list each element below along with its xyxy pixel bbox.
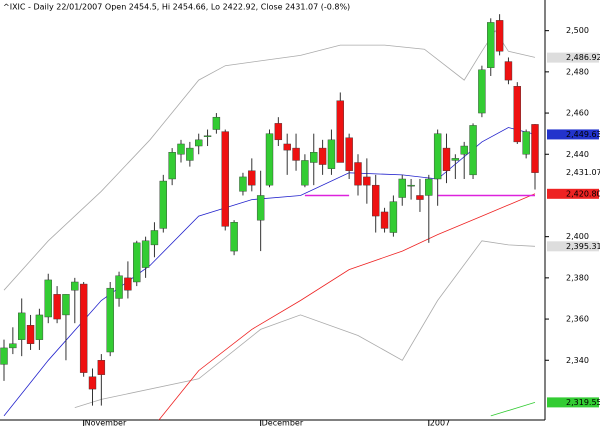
candle-body: [292, 147, 300, 161]
y-tick-label: 2,460: [566, 109, 589, 118]
candle-body: [425, 178, 433, 196]
candle-body: [203, 135, 212, 137]
value-label: 2,486.92: [566, 53, 600, 62]
candle-body: [53, 294, 61, 320]
y-tick-label: 2,440: [566, 150, 589, 159]
y-tick-label: 2,360: [566, 315, 589, 324]
candle-body: [363, 176, 371, 186]
value-label: 2,449.63: [566, 130, 600, 139]
candle-body: [194, 139, 203, 147]
candle-body: [159, 180, 168, 229]
value-label: 2,395.31: [566, 242, 600, 251]
candle-body: [318, 147, 327, 165]
value-label-box: [547, 188, 599, 199]
overlay-line: [3, 127, 536, 417]
candle-body: [186, 147, 194, 161]
candle-body: [26, 325, 35, 344]
value-label: 2,431.07: [566, 168, 600, 177]
candle-body: [451, 158, 460, 161]
candle-body: [301, 160, 309, 186]
x-tick-label: November: [85, 419, 127, 427]
candle-body: [97, 360, 106, 375]
candle-body: [460, 145, 468, 155]
candle-body: [265, 133, 274, 186]
candle-body: [230, 222, 238, 252]
candle-body: [71, 281, 79, 291]
value-label: 2,420.80: [566, 189, 600, 198]
candle-body: [469, 125, 477, 176]
y-tick-label: 2,500: [566, 26, 589, 35]
candle-body: [0, 347, 8, 365]
candle-body: [416, 195, 424, 200]
overlay-line: [74, 240, 536, 408]
candle-body: [239, 176, 247, 192]
candle-body: [372, 184, 380, 217]
chart-title: ^IXIC - Daily 22/01/2007 Open 2454.5, Hi…: [3, 3, 350, 12]
candle-body: [44, 279, 52, 318]
value-label: 2,319.55: [566, 398, 600, 407]
y-tick-label: 2,340: [566, 356, 589, 365]
y-tick-label: 2,380: [566, 273, 589, 282]
candle-body: [256, 195, 265, 221]
candle-body: [389, 201, 398, 233]
value-label-box: [547, 167, 599, 178]
candle-body: [274, 123, 283, 141]
x-tick-label: December: [262, 419, 304, 427]
candle-body: [327, 139, 336, 169]
candle-body: [9, 343, 17, 349]
candle-body: [398, 178, 406, 198]
candle-body: [18, 312, 26, 340]
candle-body: [248, 170, 256, 186]
value-label-box: [547, 241, 599, 252]
value-label-box: [547, 397, 599, 408]
value-label-box: [547, 52, 599, 63]
candle-body: [283, 143, 291, 151]
candle-body: [88, 376, 97, 390]
candle-body: [354, 162, 362, 186]
candle-body: [168, 151, 176, 180]
candle-body: [380, 211, 389, 229]
candle-body: [433, 133, 442, 180]
candle-body: [133, 242, 141, 283]
value-label-box: [547, 129, 599, 140]
candle-body: [495, 20, 504, 52]
candle-body: [522, 131, 530, 155]
candle-body: [79, 283, 88, 373]
candle-body: [407, 184, 415, 187]
y-tick-label: 2,400: [566, 232, 589, 241]
candle-body: [177, 143, 185, 155]
candle-body: [336, 100, 344, 163]
candle-body: [504, 61, 513, 81]
y-tick-label: 2,480: [566, 67, 589, 76]
candle-body: [442, 147, 451, 171]
candle-body: [141, 240, 150, 268]
candle-body: [115, 275, 123, 299]
candle-body: [531, 124, 539, 173]
candle-body: [62, 294, 70, 316]
candle-body: [106, 287, 114, 353]
candle-body: [150, 230, 159, 246]
candle-body: [212, 116, 221, 130]
candle-body: [487, 22, 495, 68]
candle-body: [513, 86, 521, 143]
candle-body: [124, 277, 132, 291]
x-tick-label: 2007: [430, 419, 450, 427]
candle-body: [345, 137, 353, 171]
candle-body: [478, 69, 486, 114]
candle-body: [221, 131, 229, 227]
overlay-line: [490, 402, 536, 417]
candle-body: [35, 314, 44, 340]
overlay-line: [158, 193, 536, 421]
candle-body: [310, 151, 318, 163]
